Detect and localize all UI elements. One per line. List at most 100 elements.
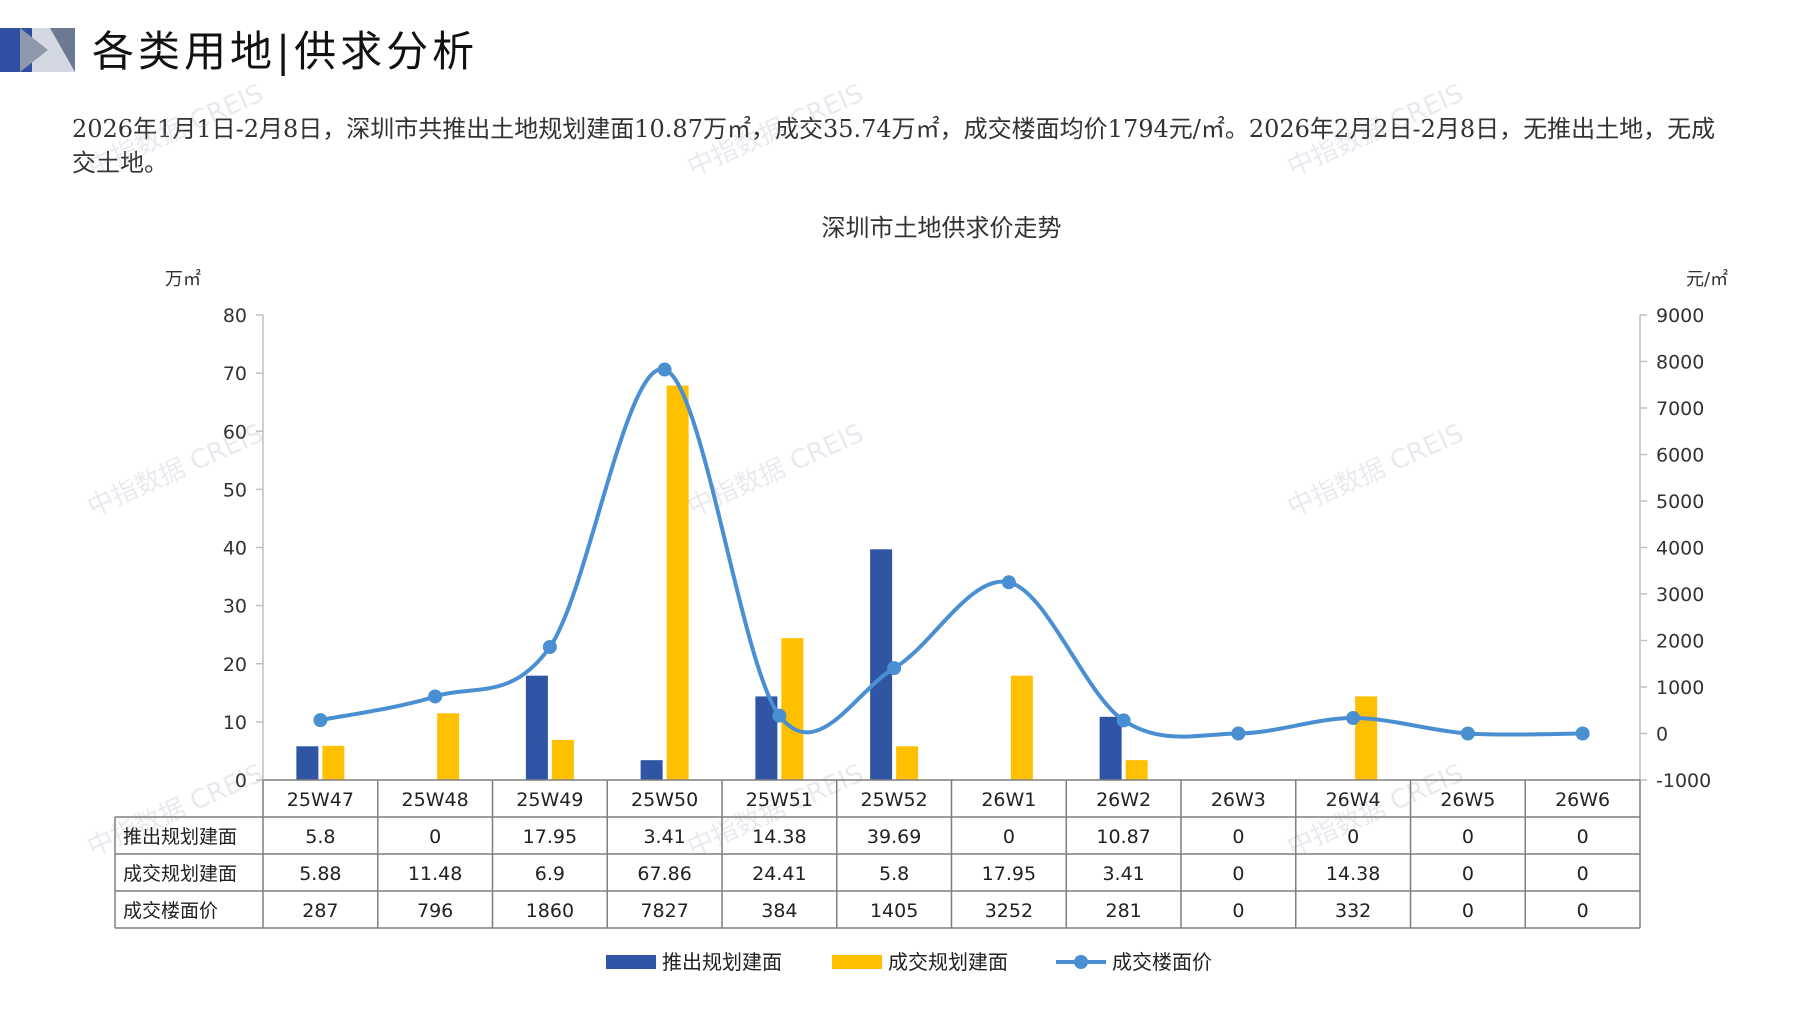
- category-label: 26W3: [1211, 789, 1266, 811]
- table-cell-value: 3.41: [1102, 863, 1144, 885]
- table-cell-value: 5.8: [305, 826, 335, 848]
- deal-bar: [322, 745, 345, 780]
- legend-deal-swatch: [832, 955, 882, 969]
- left-tick-label: 60: [223, 421, 247, 443]
- category-label: 25W49: [516, 789, 583, 811]
- table-cell-value: 5.88: [299, 863, 341, 885]
- right-tick-label: 7000: [1656, 398, 1704, 420]
- left-tick-label: 30: [223, 596, 247, 618]
- price-point: [428, 689, 443, 704]
- table-cell-value: 10.87: [1096, 826, 1150, 848]
- deal-bar: [1125, 760, 1148, 780]
- legend-price-marker: [1074, 955, 1088, 969]
- left-tick-label: 20: [223, 654, 247, 676]
- price-point: [1346, 711, 1361, 726]
- left-tick-label: 10: [223, 712, 247, 734]
- table-cell-value: 0: [1462, 863, 1474, 885]
- left-tick-label: 40: [223, 538, 247, 560]
- table-cell-value: 0: [1462, 826, 1474, 848]
- right-tick-label: 0: [1656, 724, 1668, 746]
- deal-bar: [896, 746, 919, 780]
- table-cell-value: 0: [1232, 826, 1244, 848]
- table-cell-value: 384: [761, 900, 797, 922]
- right-tick-label: 4000: [1656, 538, 1704, 560]
- table-cell-value: 3.41: [643, 826, 685, 848]
- table-cell-value: 14.38: [1326, 863, 1380, 885]
- table-cell-value: 287: [302, 900, 338, 922]
- supply-bar: [755, 696, 778, 780]
- category-label: 25W52: [861, 789, 928, 811]
- table-cell-value: 1405: [870, 900, 918, 922]
- deal-bar: [551, 739, 574, 780]
- header-accent-graphic: [0, 28, 75, 72]
- category-label: 26W4: [1326, 789, 1381, 811]
- price-point: [313, 713, 328, 728]
- right-tick-label: 9000: [1656, 305, 1704, 327]
- deal-bar: [666, 385, 689, 780]
- table-cell-value: 14.38: [752, 826, 806, 848]
- table-row-header: 成交楼面价: [123, 900, 218, 922]
- category-label: 25W47: [287, 789, 354, 811]
- legend-price-label: 成交楼面价: [1112, 950, 1212, 974]
- table-cell-value: 0: [429, 826, 441, 848]
- table-cell-value: 332: [1335, 900, 1371, 922]
- right-tick-label: 6000: [1656, 445, 1704, 467]
- price-point: [1575, 726, 1590, 741]
- table-cell-value: 0: [1462, 900, 1474, 922]
- left-axis-unit: 万㎡: [165, 268, 201, 290]
- table-cell-value: 281: [1105, 900, 1141, 922]
- table-row-header: 推出规划建面: [123, 826, 237, 848]
- table-cell-value: 3252: [985, 900, 1033, 922]
- table-cell-value: 0: [1232, 900, 1244, 922]
- table-cell-value: 0: [1577, 826, 1589, 848]
- category-label: 26W1: [981, 789, 1036, 811]
- legend-supply-label: 推出规划建面: [662, 950, 782, 974]
- left-tick-label: 80: [223, 305, 247, 327]
- left-tick-label: 50: [223, 479, 247, 501]
- table-cell-value: 0: [1577, 900, 1589, 922]
- deal-bar: [437, 713, 460, 780]
- table-cell-value: 0: [1347, 826, 1359, 848]
- price-point: [542, 640, 557, 655]
- category-label: 26W6: [1555, 789, 1610, 811]
- table-cell-value: 24.41: [752, 863, 806, 885]
- right-tick-label: 5000: [1656, 491, 1704, 513]
- price-line: [319, 367, 1583, 739]
- table-cell-value: 17.95: [982, 863, 1036, 885]
- right-tick-label: 1000: [1656, 677, 1704, 699]
- category-label: 25W50: [631, 789, 698, 811]
- price-point: [657, 362, 672, 377]
- supply-bar: [870, 549, 893, 780]
- price-point: [1116, 713, 1131, 728]
- chart-title: 深圳市土地供求价走势: [822, 214, 1062, 242]
- deal-bar: [781, 638, 804, 780]
- supply-bar: [525, 675, 548, 780]
- table-cell-value: 0: [1577, 863, 1589, 885]
- table-cell-value: 0: [1232, 863, 1244, 885]
- table-cell-value: 67.86: [637, 863, 691, 885]
- table-row-header: 成交规划建面: [123, 863, 237, 885]
- table-cell-value: 0: [1003, 826, 1015, 848]
- price-point: [772, 708, 787, 723]
- category-label: 26W2: [1096, 789, 1151, 811]
- table-cell-value: 39.69: [867, 826, 921, 848]
- price-point: [1001, 575, 1016, 590]
- table-cell-value: 7827: [640, 900, 688, 922]
- table-cell-value: 11.48: [408, 863, 462, 885]
- deal-bar: [1010, 675, 1033, 780]
- deal-bar: [1355, 696, 1378, 780]
- right-tick-label: 2000: [1656, 631, 1704, 653]
- supply-bar: [296, 746, 319, 780]
- left-tick-label: 70: [223, 363, 247, 385]
- summary-text: 2026年1月1日-2月8日，深圳市共推出土地规划建面10.87万㎡，成交35.…: [72, 115, 1716, 177]
- right-tick-label: 8000: [1656, 352, 1704, 374]
- legend-deal-label: 成交规划建面: [888, 950, 1008, 974]
- table-cell-value: 1860: [526, 900, 574, 922]
- price-point: [887, 661, 902, 676]
- category-label: 26W5: [1440, 789, 1495, 811]
- supply-bar: [640, 760, 663, 780]
- category-label: 25W51: [746, 789, 813, 811]
- table-cell-value: 796: [417, 900, 453, 922]
- right-tick-label: 3000: [1656, 584, 1704, 606]
